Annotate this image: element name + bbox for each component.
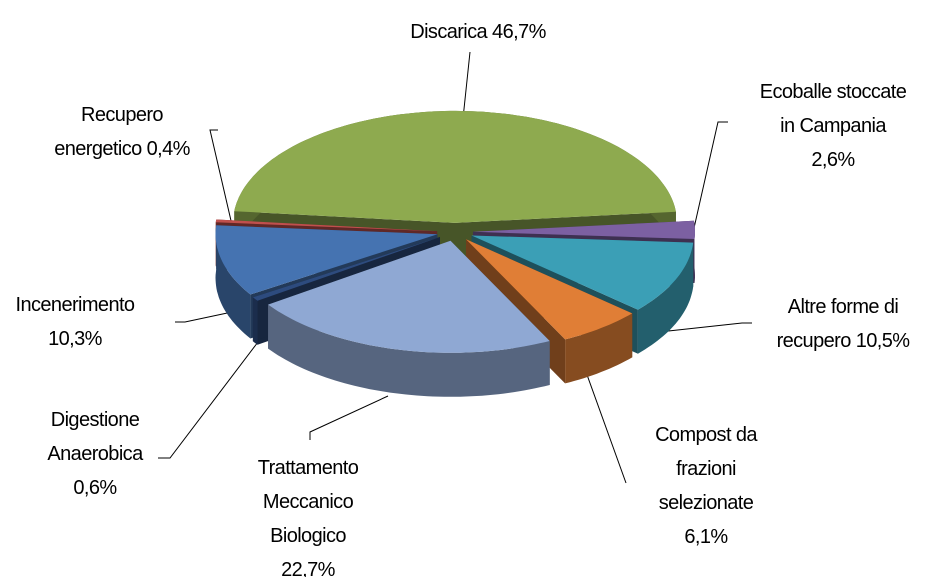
category-label: Ecoballe stoccate in Campania	[759, 81, 907, 137]
slice	[252, 237, 440, 301]
slice-side	[565, 313, 633, 384]
value-label: 0,4%	[146, 138, 191, 160]
slice-label: Incenerimento 10,3%	[5, 288, 145, 356]
leader-line	[585, 371, 627, 484]
slice-side	[637, 242, 694, 354]
slice-label: Ecoballe stoccate in Campania 2,6%	[758, 75, 908, 177]
slices	[215, 110, 695, 397]
value-label: 6,1%	[684, 526, 728, 548]
slice-side	[268, 304, 550, 397]
category-label: Incenerimento	[15, 294, 136, 316]
slice-side	[252, 297, 258, 345]
leader-line	[158, 341, 259, 459]
slice-label: Digestione Anaerobica 0,6%	[30, 403, 160, 505]
slice-label: Altre forme di recupero 10,5%	[753, 290, 933, 358]
value-label: 0,6%	[73, 477, 117, 499]
leader-line	[649, 322, 752, 334]
category-label: Trattamento Meccanico Biologico	[257, 457, 359, 547]
slice-label: Trattamento Meccanico Biologico 22,7%	[243, 451, 373, 577]
value-label: 2,6%	[811, 149, 855, 171]
slice	[215, 219, 438, 232]
slice-label: Compost da frazioni selezionate 6,1%	[646, 418, 766, 554]
slice	[471, 235, 694, 310]
slice	[215, 225, 438, 295]
slice-label: Discarica 46,7%	[368, 15, 588, 49]
value-label: 22,7%	[281, 559, 335, 577]
category-label: Recupero energetico	[54, 104, 163, 160]
category-label: Altre forme di recupero	[776, 296, 899, 352]
value-label: 10,5%	[855, 330, 910, 352]
value-label: 10,3%	[48, 328, 102, 350]
slice-label: Recupero energetico 0,4%	[40, 98, 205, 166]
category-label: Discarica	[410, 21, 488, 43]
leader-line	[209, 129, 233, 226]
slice	[466, 239, 633, 340]
slice-side	[215, 225, 251, 339]
slice	[234, 110, 676, 223]
category-label: Compost da frazioni selezionate	[655, 424, 757, 514]
value-label: 46,7%	[492, 21, 546, 43]
slice	[268, 240, 550, 353]
leader-line	[175, 311, 233, 323]
slice	[473, 220, 695, 239]
leader-line	[309, 395, 389, 440]
category-label: Digestione Anaerobica	[47, 409, 143, 465]
